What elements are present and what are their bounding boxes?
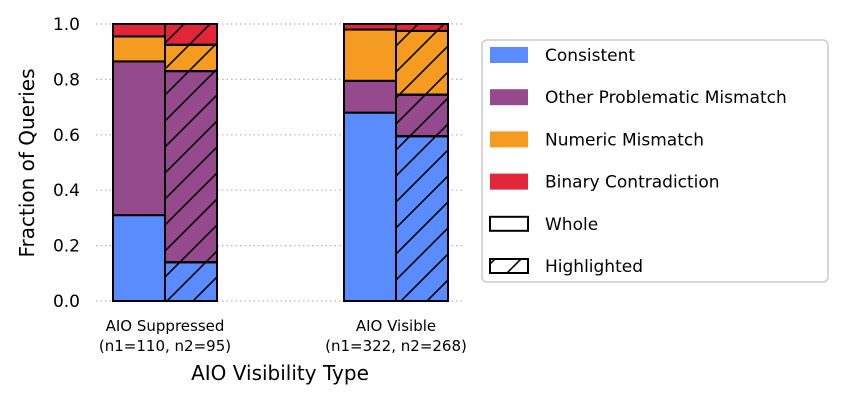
bar-binary-contradiction-whole-2 xyxy=(343,23,397,31)
x-tick-label: AIO Visible xyxy=(356,317,436,335)
legend-label: Whole xyxy=(545,215,598,235)
bar-consistent-whole-1 xyxy=(112,214,166,303)
x-tick-sublabel: (n1=322, n2=268) xyxy=(325,337,467,355)
legend-frame xyxy=(481,39,829,283)
legend-swatch xyxy=(490,131,528,148)
y-axis-title: Fraction of Queries xyxy=(15,68,39,257)
x-tick-label: AIO Suppressed xyxy=(106,317,225,335)
bar-hatch-binary-contradiction-2 xyxy=(395,23,449,32)
bars xyxy=(112,23,449,303)
bar-hatch-other-problematic-mismatch-1 xyxy=(164,70,218,264)
bar-numeric-mismatch-whole-2 xyxy=(343,28,397,82)
bar-hatch-consistent-1 xyxy=(164,261,218,302)
legend-swatch xyxy=(490,89,528,106)
y-axis: 0.0 0.2 0.4 0.6 0.8 1.0 xyxy=(53,15,80,312)
bar-hatch-binary-contradiction-1 xyxy=(164,23,218,46)
bar-numeric-mismatch-whole-1 xyxy=(112,35,166,63)
bar-other-problematic-mismatch-whole-1 xyxy=(112,60,166,217)
x-axis: AIO Suppressed (n1=110, n2=95) AIO Visible… xyxy=(99,317,467,355)
x-axis-title: AIO Visibility Type xyxy=(191,361,369,385)
legend-swatch xyxy=(490,173,528,190)
y-tick-label: 0.6 xyxy=(53,126,80,146)
legend-swatch-highlighted xyxy=(489,258,529,274)
x-tick-sublabel: (n1=110, n2=95) xyxy=(99,337,231,355)
y-tick-label: 1.0 xyxy=(53,15,80,35)
bar-binary-contradiction-whole-1 xyxy=(112,23,166,38)
legend-label: Other Problematic Mismatch xyxy=(545,88,787,108)
legend-swatch-whole xyxy=(489,215,529,232)
legend-swatch xyxy=(490,47,528,63)
legend-label: Highlighted xyxy=(545,257,643,277)
bar-hatch-consistent-2 xyxy=(395,135,449,302)
legend-label: Binary Contradiction xyxy=(545,173,720,193)
y-tick-label: 0.8 xyxy=(53,70,80,90)
y-tick-label: 0.2 xyxy=(53,237,80,257)
legend-label: Numeric Mismatch xyxy=(545,130,704,150)
legend: Consistent Other Problematic Mismatch Nume… xyxy=(481,39,829,283)
legend-label: Consistent xyxy=(545,46,635,66)
bar-hatch-other-problematic-mismatch-2 xyxy=(395,93,449,138)
y-tick-label: 0.0 xyxy=(53,292,80,312)
y-tick-label: 0.4 xyxy=(53,181,80,201)
bar-other-problematic-mismatch-whole-2 xyxy=(343,79,397,114)
bar-hatch-numeric-mismatch-2 xyxy=(395,29,449,96)
bar-consistent-whole-2 xyxy=(343,111,397,302)
bar-hatch-numeric-mismatch-1 xyxy=(164,43,218,73)
